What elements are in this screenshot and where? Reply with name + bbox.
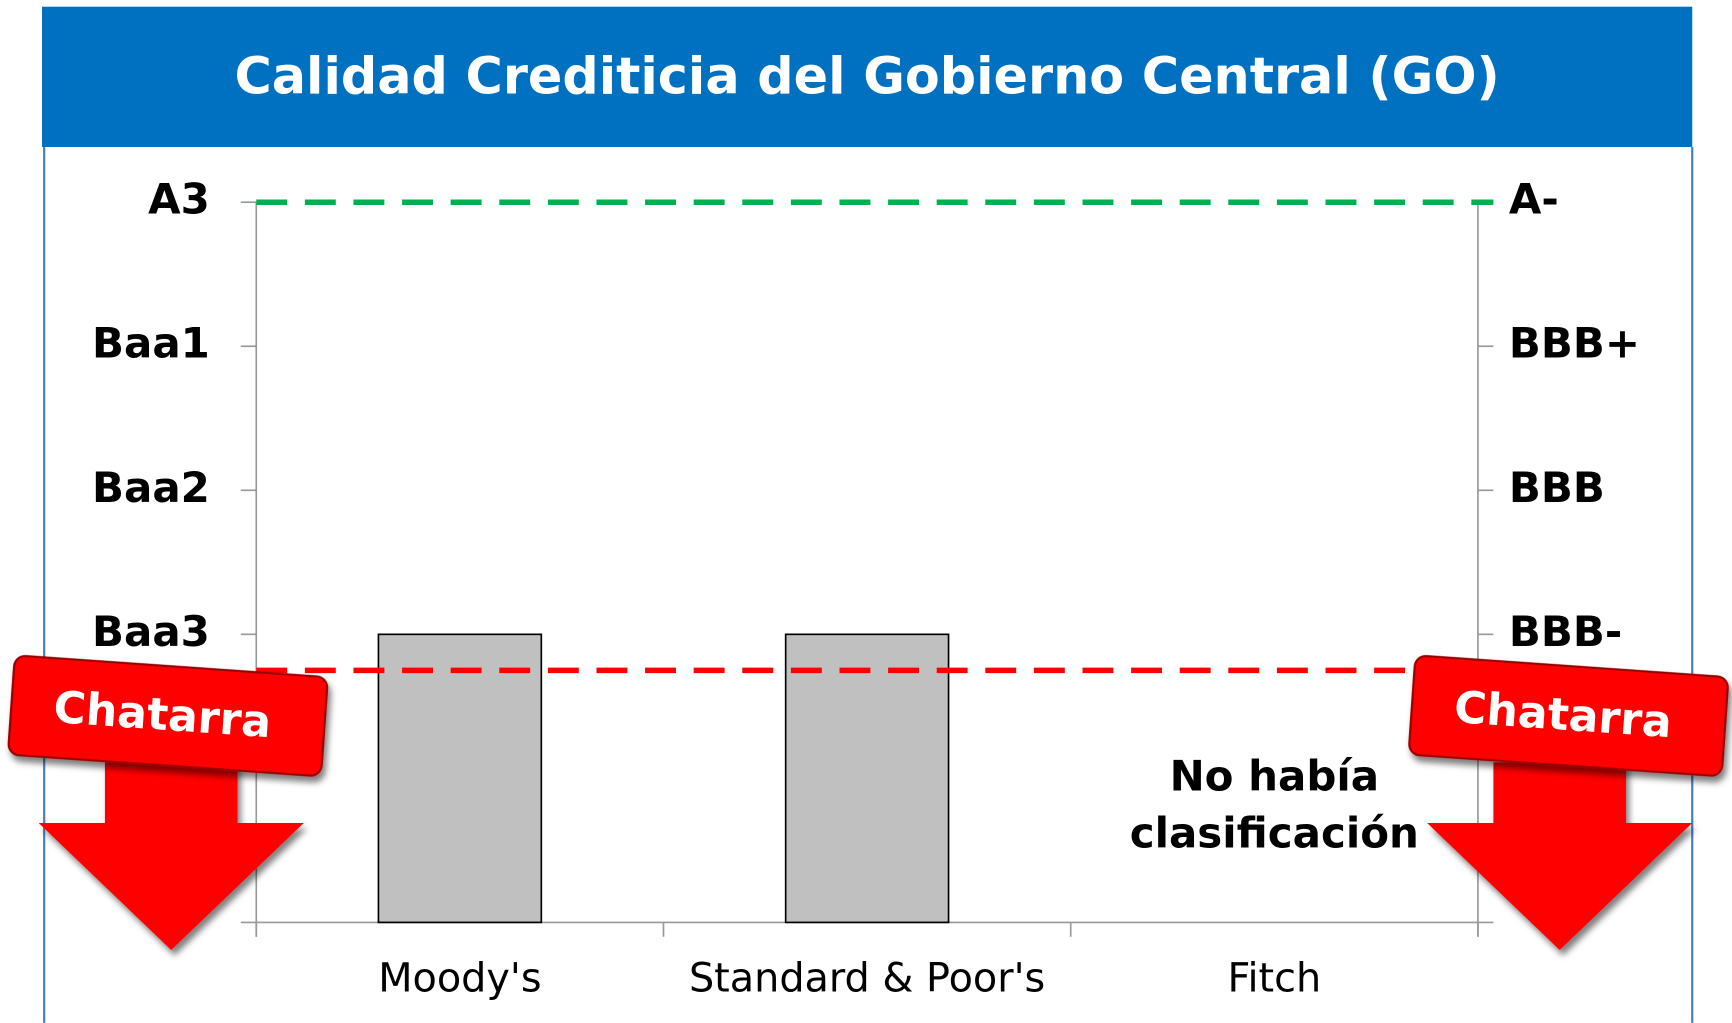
down-arrow bbox=[38, 762, 304, 951]
down-arrow bbox=[1427, 762, 1693, 951]
y-tick-label: Baa3 bbox=[92, 607, 210, 656]
y2-tick-label: BBB bbox=[1509, 463, 1605, 512]
y2-tick-label: BBB+ bbox=[1509, 319, 1640, 368]
y-tick-label: Baa1 bbox=[92, 319, 210, 368]
annotation: No había bbox=[1170, 751, 1380, 800]
banner-box bbox=[1408, 654, 1729, 777]
y2-tick-label: BBB- bbox=[1509, 607, 1622, 656]
title-banner bbox=[41, 6, 1693, 147]
y-tick-label: Baa2 bbox=[92, 463, 210, 512]
banner: Chatarra bbox=[7, 654, 329, 777]
x-tick-label: Moody's bbox=[378, 955, 541, 1001]
bar bbox=[784, 633, 950, 924]
chart-title: Calidad Crediticia del Gobierno Central … bbox=[234, 47, 1499, 106]
banner-box bbox=[7, 654, 329, 777]
bar bbox=[377, 633, 543, 924]
y-tick-label: A3 bbox=[148, 175, 210, 224]
x-tick-label: Standard & Poor's bbox=[689, 955, 1045, 1001]
junk-overlay: Chatarra Chatarra bbox=[7, 654, 1729, 951]
plot: Baa3 Baa2 Baa1 A3 BBB- BBB BBB+ A- Moody's Standa… bbox=[92, 175, 1640, 1002]
y2-tick-label: A- bbox=[1509, 175, 1559, 224]
annotation: clasificación bbox=[1130, 809, 1419, 858]
x-tick-label: Fitch bbox=[1228, 955, 1322, 1001]
banner: Chatarra bbox=[1408, 654, 1729, 777]
